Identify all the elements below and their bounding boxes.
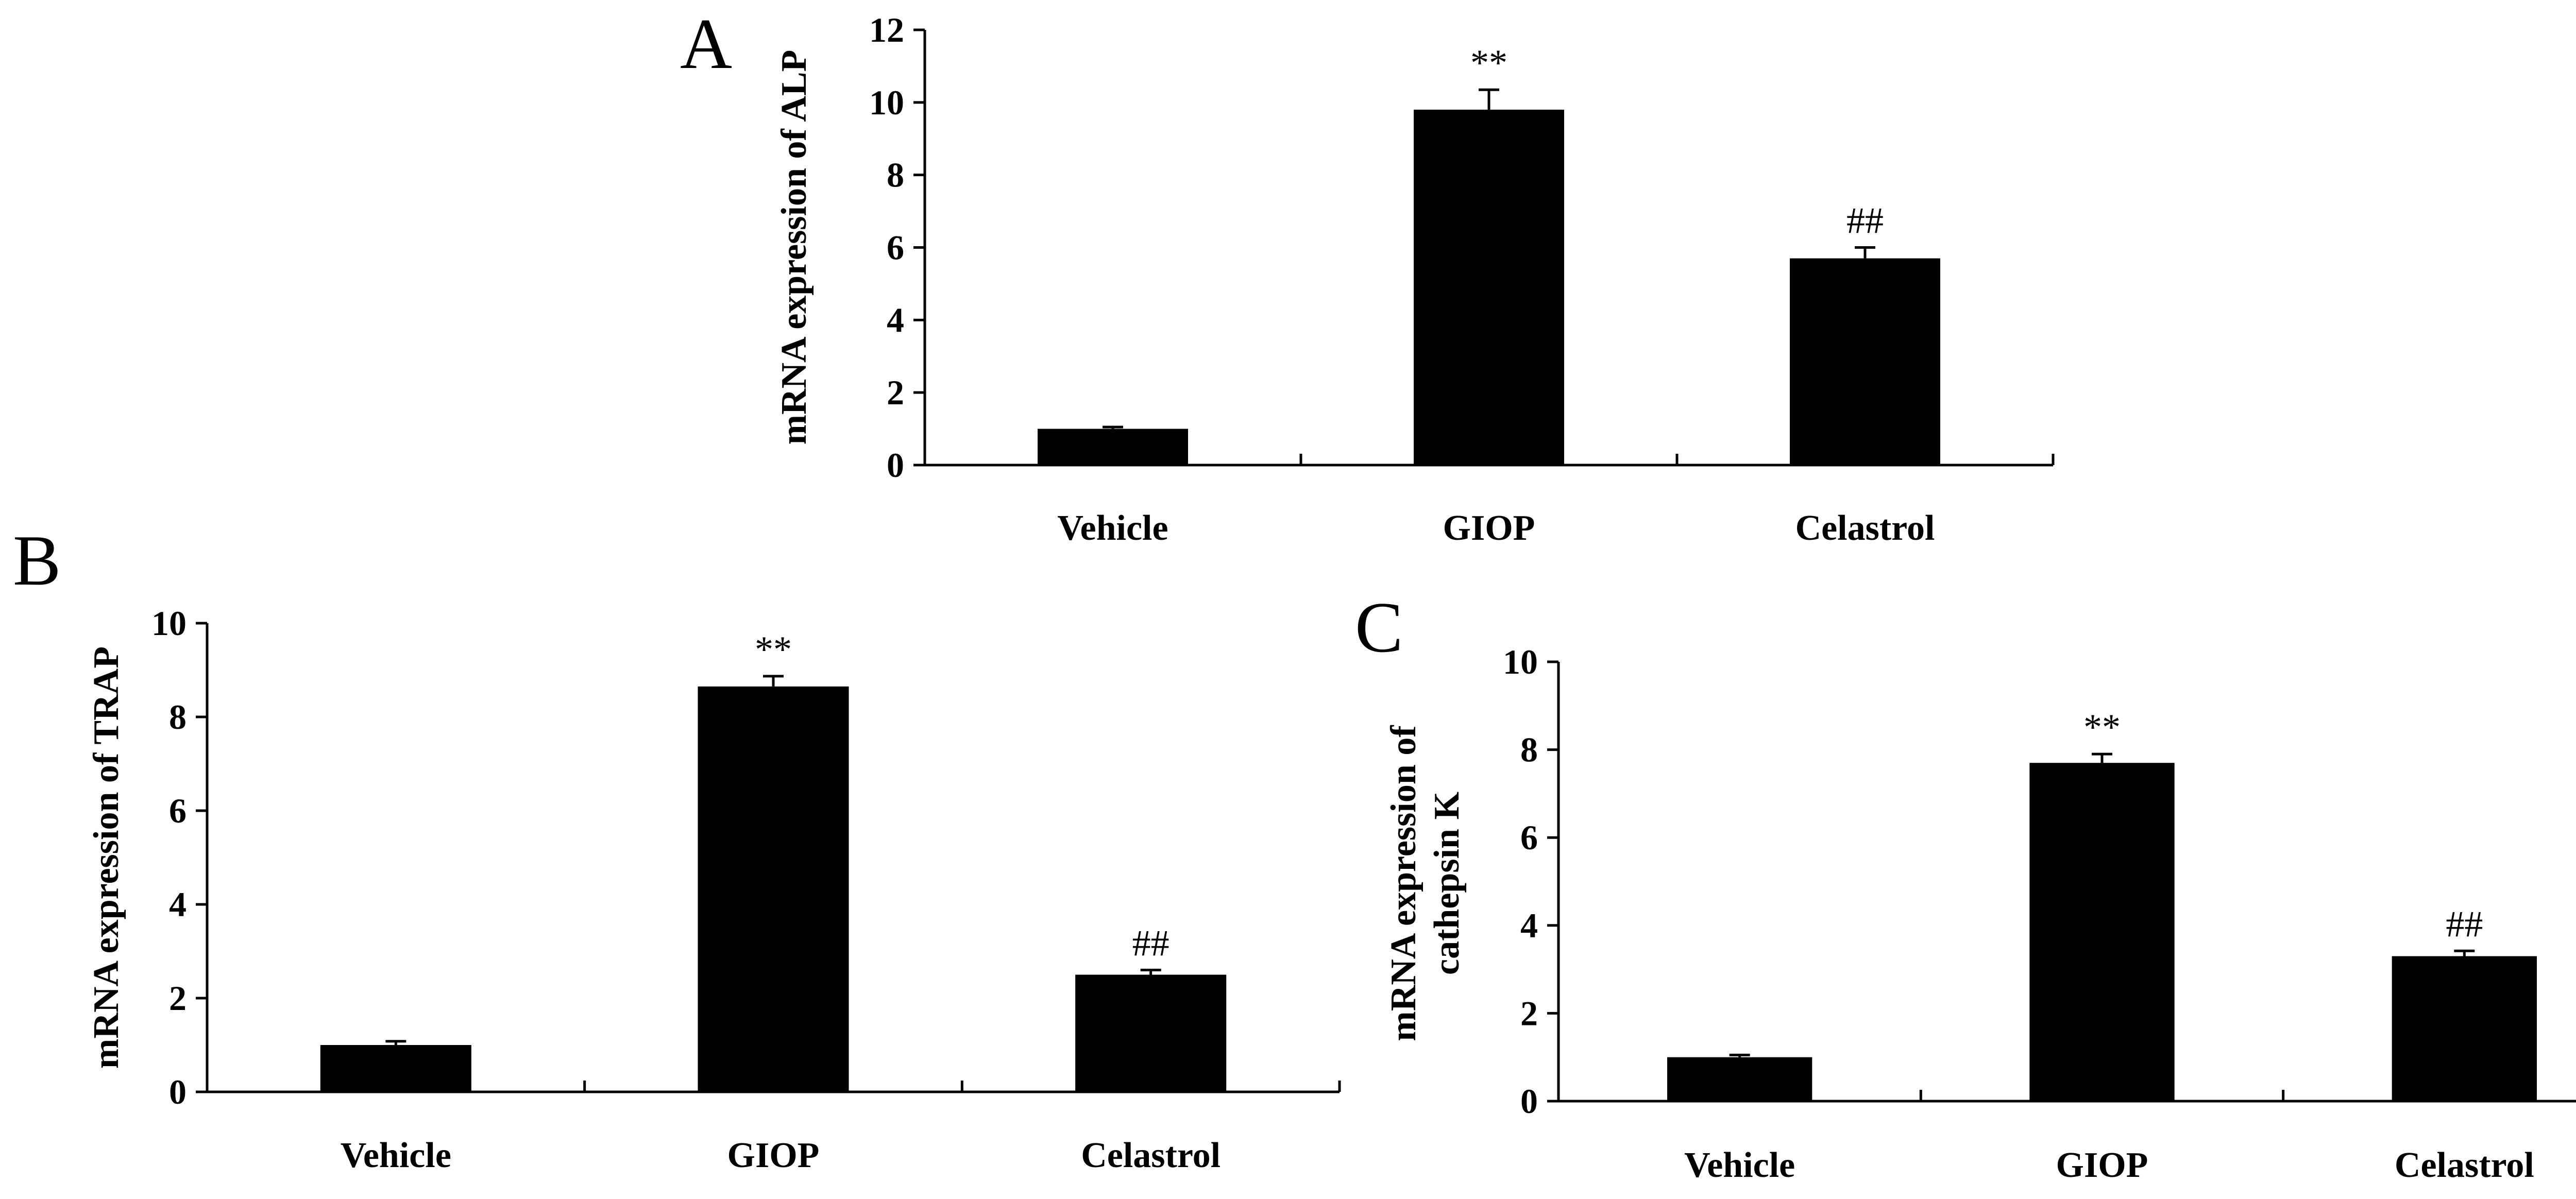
panel-c-bar-giop: [2029, 763, 2175, 1101]
panel-b-letter: B: [13, 521, 61, 601]
panel-a-y-tick-label: 8: [887, 156, 904, 195]
panel-c-significance-label: **: [2083, 707, 2121, 748]
panel-c-y-tick-label: 2: [1520, 994, 1538, 1033]
panel-c-y-axis-title-line: cathepsin K: [1427, 792, 1467, 975]
panel-a-y-tick-label: 4: [887, 300, 904, 339]
panel-b-y-axis-title: mRNA expression of TRAP: [87, 646, 126, 1069]
panel-a-y-axis-title: mRNA expression of ALP: [774, 50, 814, 445]
panel-c-bar-celastrol: [2392, 956, 2537, 1101]
panel-b-y-tick-label: 0: [169, 1072, 187, 1111]
panel-a-significance-label: **: [1470, 42, 1507, 83]
panel-b-bar-vehicle: [320, 1045, 471, 1092]
panel-b-significance-label: ##: [1132, 922, 1170, 964]
panel-c-y-axis-title-line: mRNA expression of: [1384, 725, 1423, 1041]
panel-c-y-tick-label: 8: [1520, 730, 1538, 769]
panel-a-y-tick-label: 10: [869, 83, 904, 122]
panel-c-y-axis-title: mRNA expression of cathepsin K: [1384, 725, 1467, 1041]
panel-a-x-tick-label: Vehicle: [1057, 508, 1168, 548]
panel-b-y-tick-label: 10: [151, 604, 187, 643]
panel-a-significance-label: ##: [1846, 200, 1884, 242]
panel-b-y-tick-label: 6: [169, 791, 187, 830]
panel-a-y-tick-label: 6: [887, 228, 904, 267]
panel-a-y-tick-label: 12: [869, 10, 904, 49]
panel-c-letter: C: [1355, 588, 1403, 667]
panel-b-chart: B 0 2 4 6 8 10 Vehicle ** GIOP ## Celastrol mRNA exp…: [13, 521, 1341, 1175]
panel-a-y-tick-label: 2: [887, 373, 904, 412]
panel-a-bar-celastrol: [1790, 258, 1940, 465]
panel-b-x-tick-label: Celastrol: [1081, 1136, 1221, 1175]
panel-c-y-tick-label: 6: [1520, 818, 1538, 857]
panel-b-bar-celastrol: [1075, 974, 1227, 1092]
panel-b-x-tick-label: Vehicle: [341, 1136, 451, 1175]
panel-a-y-axis-title-line: mRNA expression of ALP: [774, 50, 814, 445]
panel-c-bar-vehicle: [1667, 1057, 1812, 1101]
panel-c-x-tick-label: Celastrol: [2395, 1145, 2534, 1185]
panel-a-x-tick-label: GIOP: [1443, 508, 1535, 548]
panel-a-y-tick-label: 0: [887, 446, 904, 485]
panel-b-y-tick-label: 2: [169, 979, 187, 1018]
panel-a-bar-vehicle: [1038, 429, 1188, 465]
panel-b-x-tick-label: GIOP: [727, 1136, 820, 1175]
panel-b-bar-giop: [698, 686, 849, 1092]
panel-c-x-tick-label: GIOP: [2056, 1145, 2148, 1185]
panel-b-y-tick-label: 4: [169, 885, 187, 924]
panel-c-x-tick-label: Vehicle: [1684, 1145, 1795, 1185]
panel-b-significance-label: **: [755, 629, 792, 670]
panel-c-chart: C 0 2 4 6 8 10 Vehicle ** GIOP ## Celastrol mRNA exp…: [1355, 588, 2576, 1185]
panel-c-y-tick-label: 0: [1520, 1082, 1538, 1121]
panel-b-y-tick-label: 8: [169, 697, 187, 736]
panel-a-letter: A: [680, 4, 732, 84]
panel-c-y-tick-label: 10: [1503, 642, 1538, 681]
panel-a-x-tick-label: Celastrol: [1795, 508, 1935, 548]
panel-a-bar-giop: [1414, 109, 1564, 465]
panel-c-significance-label: ##: [2446, 903, 2483, 945]
panel-b-y-axis-title-line: mRNA expression of TRAP: [87, 646, 126, 1069]
panel-c-y-tick-label: 4: [1520, 906, 1538, 945]
panel-a-chart: A 0 2 4 6 8 10 12 Vehicle ** GIOP ## Celastrol mRNA e…: [680, 4, 2055, 548]
